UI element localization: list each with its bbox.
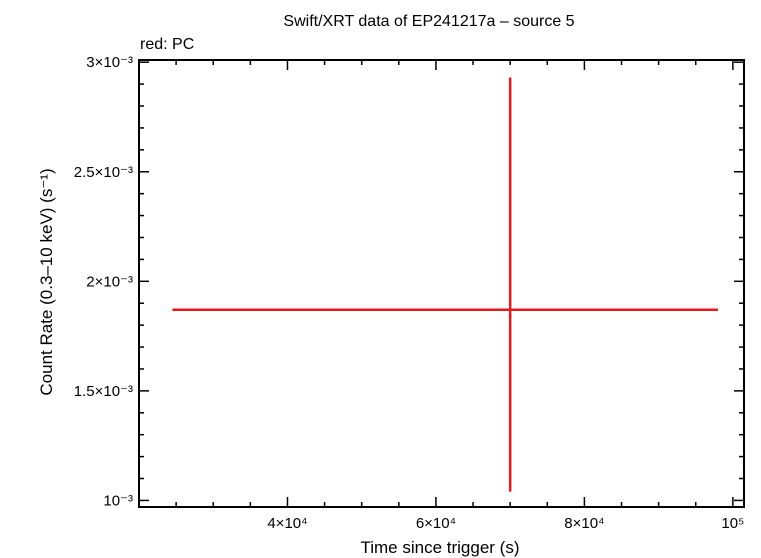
x-axis-label: Time since trigger (s) [360, 538, 519, 557]
legend-label: red: PC [140, 36, 194, 53]
y-tick-label: 3×10⁻³ [86, 54, 133, 71]
y-tick-label: 10⁻³ [103, 492, 133, 509]
x-tick-label: 4×10⁴ [267, 515, 307, 532]
x-tick-label: 6×10⁴ [416, 515, 456, 532]
y-tick-label: 1.5×10⁻³ [74, 383, 133, 400]
y-tick-label: 2×10⁻³ [86, 273, 133, 290]
data-point-pc [172, 77, 719, 492]
y-tick-label: 2.5×10⁻³ [74, 164, 133, 181]
chart-title: Swift/XRT data of EP241217a – source 5 [283, 13, 574, 30]
x-tick-label: 8×10⁴ [564, 515, 604, 532]
plot-frame [138, 59, 745, 508]
y-axis-label: Count Rate (0.3–10 keV) (s⁻¹) [37, 168, 56, 395]
x-tick-label: 10⁵ [721, 515, 744, 532]
